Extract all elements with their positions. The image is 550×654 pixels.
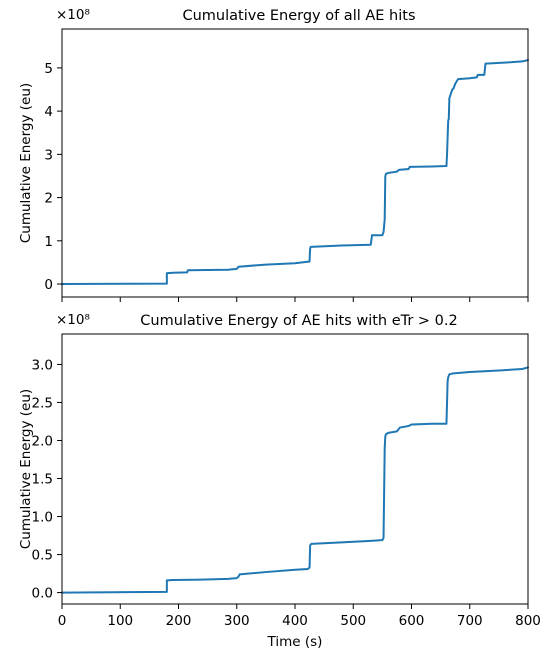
y-multiplier: ×10⁸: [56, 7, 90, 23]
y-tick-label: 4: [44, 104, 53, 120]
y-tick-label: 5: [44, 61, 53, 77]
series-line-0: [61, 366, 529, 594]
y-tick-label: 1.0: [32, 510, 53, 526]
chart-title: Cumulative Energy of AE hits with eTr > …: [140, 313, 458, 329]
chart-title: Cumulative Energy of all AE hits: [182, 8, 415, 24]
chart-top: 0 1 2 3 4 5 Cumulative Energy of all AE hits ×1…: [18, 7, 529, 302]
y-axis-label: Cumulative Energy (eu): [18, 389, 34, 549]
x-tick-label: 800: [515, 613, 541, 629]
y-tick-label: 1: [44, 234, 53, 250]
plot-frame: [61, 28, 529, 298]
y-tick-label: 0: [44, 277, 53, 293]
x-tick-label: 600: [399, 613, 425, 629]
chart-bottom: 0 100 200 300 400 500 600 700 800 0.0 0.5 1.0 1.5 2.0…: [18, 312, 541, 650]
x-tick-label: 700: [457, 613, 483, 629]
y-tick-label: 1.5: [32, 472, 53, 488]
x-tick-label: 400: [282, 613, 308, 629]
y-tick-label: 0.0: [32, 586, 53, 602]
y-multiplier: ×10⁸: [56, 312, 90, 328]
y-tick-label: 3: [44, 147, 53, 163]
y-tick-label: 2.0: [32, 433, 53, 449]
x-tick-label: 300: [224, 613, 250, 629]
y-tick-label: 3.0: [32, 357, 53, 373]
y-tick-label: 0.5: [32, 548, 53, 564]
x-tick-label: 200: [166, 613, 192, 629]
y-axis-label: Cumulative Energy (eu): [18, 83, 34, 243]
y-tick-label: 2.5: [32, 395, 53, 411]
x-tick-label: 0: [58, 613, 67, 629]
x-axis-label: Time (s): [267, 634, 323, 650]
plot-frame: [61, 333, 529, 605]
series-line-0: [61, 59, 529, 286]
x-tick-label: 500: [340, 613, 366, 629]
x-tick-label: 100: [107, 613, 133, 629]
y-tick-label: 2: [44, 191, 53, 207]
